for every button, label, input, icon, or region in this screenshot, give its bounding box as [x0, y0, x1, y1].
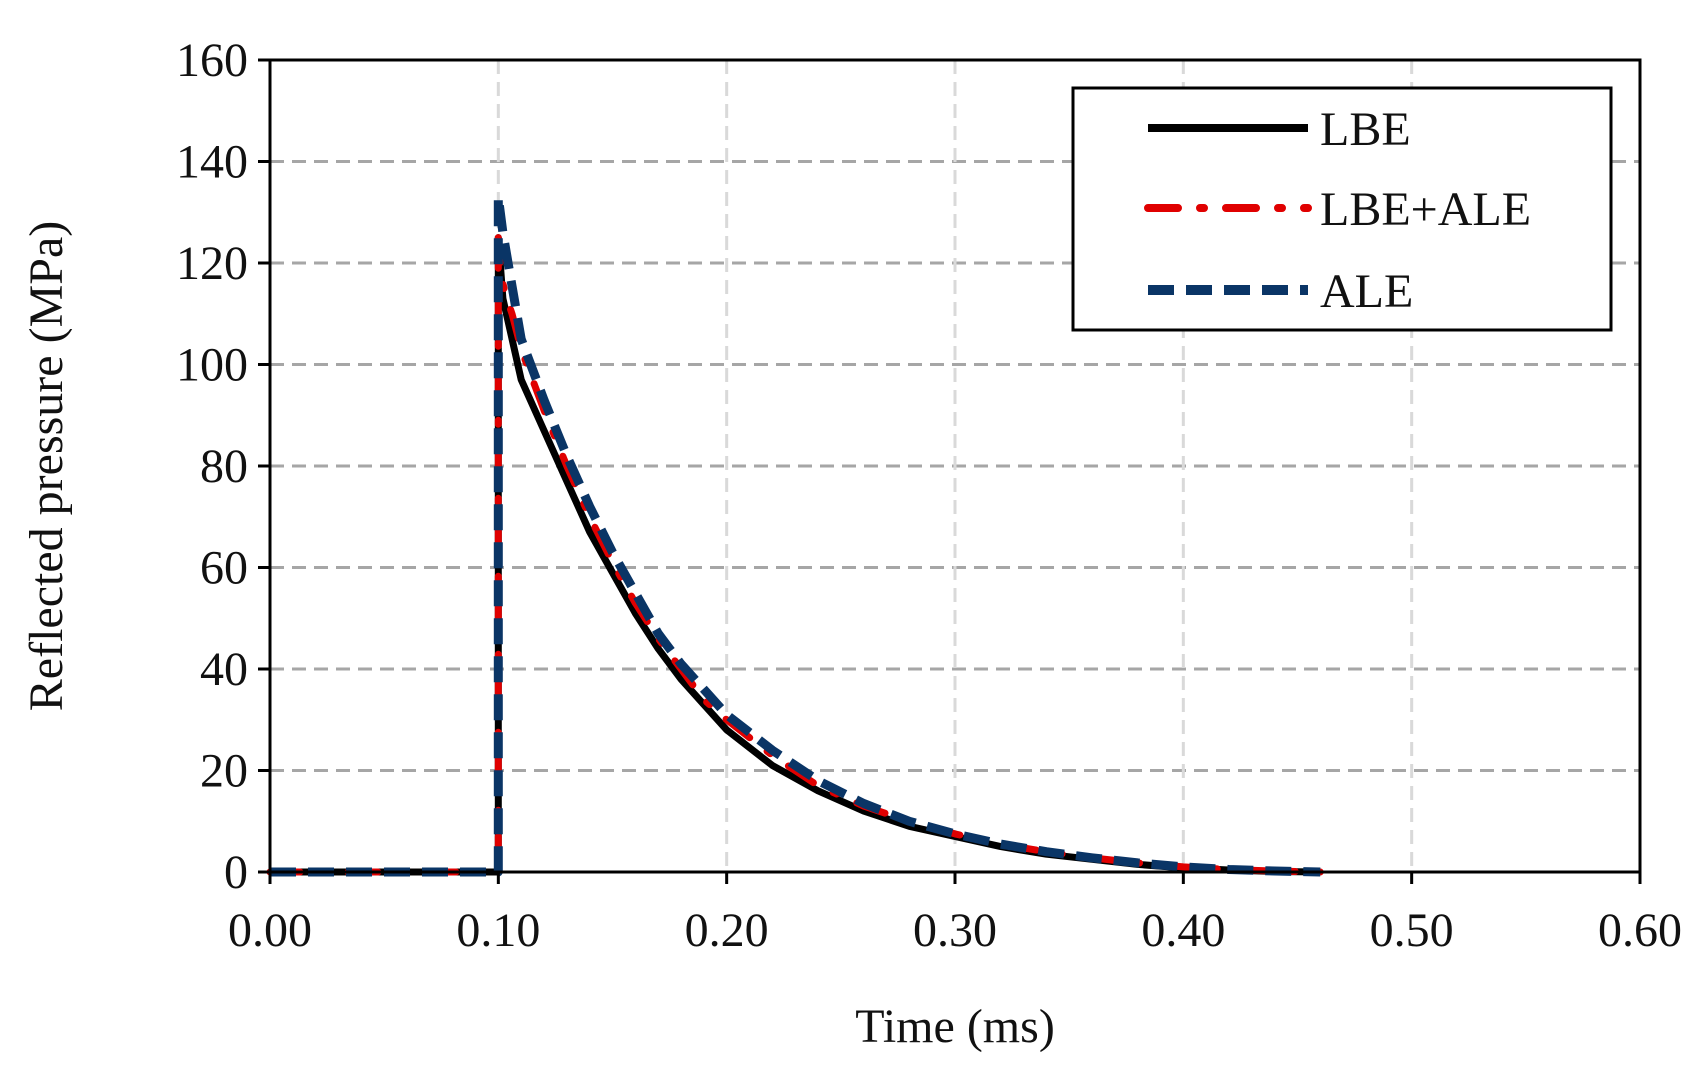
legend: LBE LBE+ALE ALE: [1071, 86, 1613, 332]
x-tick-label: 0.00: [228, 904, 312, 957]
y-tick-label: 40: [200, 643, 248, 696]
axis-ticks: 0 20 40 60 80 100 120 140 160 0.00 0.10 0.20 0.30 0.4…: [176, 34, 1682, 957]
x-tick-label: 0.30: [913, 904, 997, 957]
x-tick-label: 0.20: [685, 904, 769, 957]
x-tick-label: 0.40: [1141, 904, 1225, 957]
y-tick-label: 0: [224, 846, 248, 899]
y-tick-label: 80: [200, 440, 248, 493]
x-axis-title: Time (ms): [855, 1000, 1055, 1053]
y-axis-title: Reflected pressure (MPa): [20, 221, 73, 711]
legend-label-3: ALE: [1320, 265, 1413, 318]
legend-label-1: LBE: [1320, 103, 1411, 156]
y-tick-label: 100: [176, 339, 248, 392]
x-tick-label: 0.10: [456, 904, 540, 957]
series-line-1: [270, 234, 1321, 876]
y-tick-label: 140: [176, 136, 248, 189]
series-line-2: [266, 234, 1324, 876]
series-line-3: [270, 192, 1321, 877]
y-tick-label: 20: [200, 745, 248, 798]
series-lines: [266, 192, 1324, 877]
x-tick-label: 0.50: [1370, 904, 1454, 957]
y-tick-label: 160: [176, 34, 248, 87]
y-tick-label: 60: [200, 542, 248, 595]
x-tick-label: 0.60: [1598, 904, 1682, 957]
y-tick-label: 120: [176, 237, 248, 290]
legend-label-2: LBE+ALE: [1320, 183, 1531, 236]
